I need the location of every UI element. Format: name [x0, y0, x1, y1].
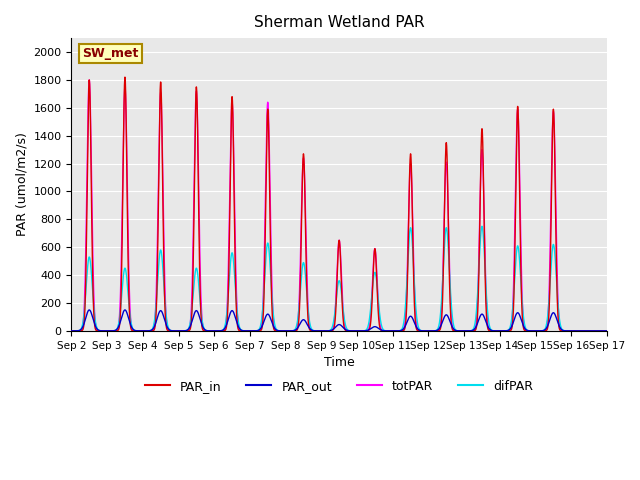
- Legend: PAR_in, PAR_out, totPAR, difPAR: PAR_in, PAR_out, totPAR, difPAR: [140, 375, 538, 398]
- X-axis label: Time: Time: [324, 356, 355, 369]
- Y-axis label: PAR (umol/m2/s): PAR (umol/m2/s): [15, 132, 28, 237]
- Text: SW_met: SW_met: [82, 47, 138, 60]
- Title: Sherman Wetland PAR: Sherman Wetland PAR: [254, 15, 424, 30]
